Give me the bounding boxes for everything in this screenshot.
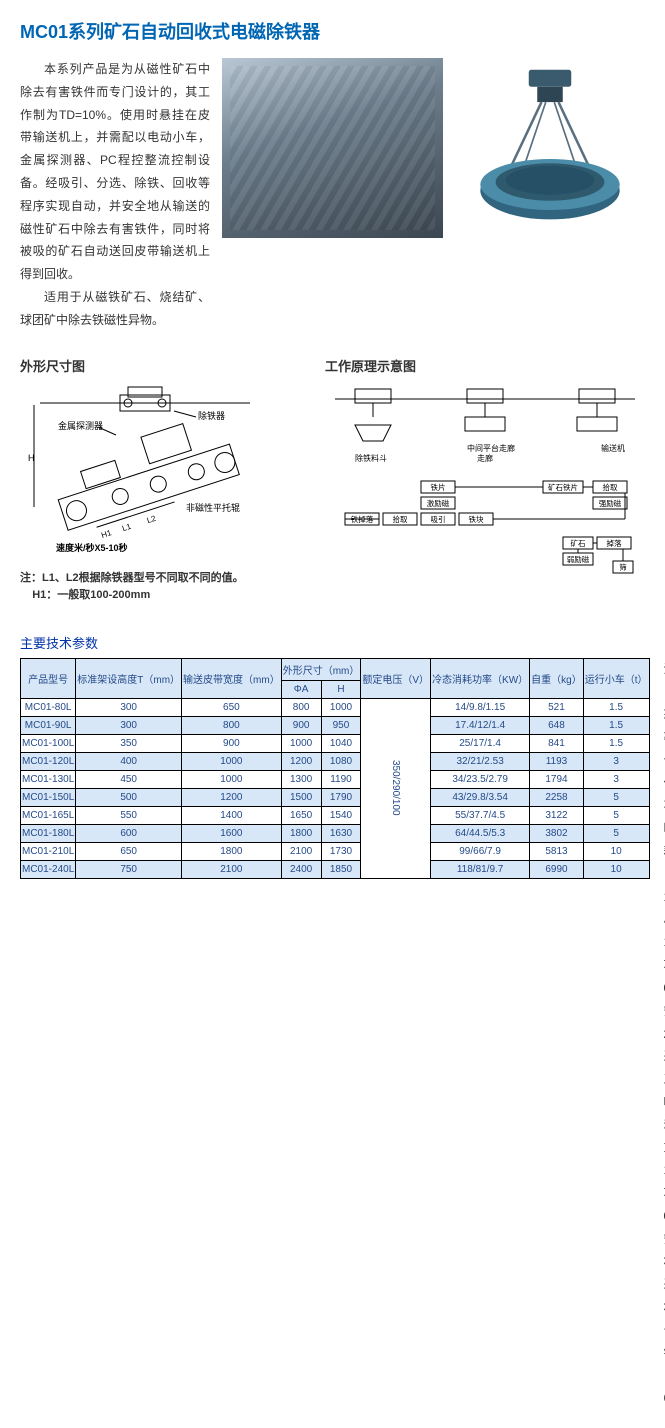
svg-text:强励磁: 强励磁: [599, 498, 622, 508]
spec-thead: 产品型号 标准架设高度T（mm） 输送皮带宽度（mm） 外形尺寸（mm） 额定电…: [21, 658, 650, 698]
table-row: MC01-130L45010001300119034/23.5/2.791794…: [21, 770, 650, 788]
dim-label-probe: 金属探测器: [58, 420, 103, 431]
svg-text:L2: L2: [146, 513, 158, 524]
table-row: MC01-150L50012001500179043/29.8/3.542258…: [21, 788, 650, 806]
svg-text:矿石铁片: 矿石铁片: [548, 482, 578, 492]
th-H: H: [321, 680, 361, 698]
product-photo: [455, 58, 645, 238]
svg-text:掉落: 掉落: [607, 538, 622, 548]
svg-text:激励磁: 激励磁: [427, 498, 450, 508]
magnet-icon: [465, 63, 635, 233]
dim-label-nonmag: 非磁性平托辊: [186, 502, 240, 513]
work-diagram-col: 工作原理示意图 除铁料斗 中间平台走廊 走廊 输送机 铁片: [325, 356, 645, 605]
svg-text:除铁料斗: 除铁料斗: [355, 453, 387, 463]
dim-note-l1: 注：L1、L2根据除铁器型号不同取不同的值。: [20, 572, 244, 584]
dim-label-remover: 除铁器: [198, 410, 225, 421]
table-row: MC01-90L30080090095017.4/12/1.46481.5: [21, 716, 650, 734]
intro-row: 本系列产品是为从磁性矿石中除去有害铁件而专门设计的，其工作制为TD=10%。使用…: [20, 58, 645, 332]
params-heading: 主要技术参数: [20, 633, 645, 652]
svg-text:筛: 筛: [619, 562, 627, 572]
svg-text:L1: L1: [121, 521, 133, 532]
dim-heading: 外形尺寸图: [20, 356, 285, 375]
svg-text:拾取: 拾取: [393, 514, 408, 524]
th-weight: 自重（kg）: [530, 658, 584, 698]
svg-text:铁片: 铁片: [431, 482, 446, 492]
th-height: 标准架设高度T（mm）: [76, 658, 182, 698]
svg-text:中间平台走廊: 中间平台走廊: [467, 443, 515, 453]
table-row: MC01-120L40010001200108032/21/2.5311933: [21, 752, 650, 770]
table-row: MC01-210L65018002100173099/66/7.9581310: [21, 842, 650, 860]
intro-text: 本系列产品是为从磁性矿石中除去有害铁件而专门设计的，其工作制为TD=10%。使用…: [20, 58, 210, 332]
th-belt: 输送皮带宽度（mm）: [182, 658, 282, 698]
dim-note: 注：L1、L2根据除铁器型号不同取不同的值。 H1：一般取100-200mm: [20, 570, 285, 605]
dim-note-l2: H1：一般取100-200mm: [32, 589, 150, 601]
th-car: 运行小车（t）: [583, 658, 649, 698]
th-model: 产品型号: [21, 658, 76, 698]
installation-photo: [222, 58, 443, 238]
th-power: 冷态消耗功率（KW）: [431, 658, 530, 698]
work-heading: 工作原理示意图: [325, 356, 645, 375]
volt-merged-cell: 350/290/100: [361, 698, 431, 878]
diagrams-row: 外形尺寸图 金属探测器 除铁器 H1 L1 L2: [20, 356, 645, 605]
params-row: 产品型号 标准架设高度T（mm） 输送皮带宽度（mm） 外形尺寸（mm） 额定电…: [20, 658, 645, 1410]
svg-text:铁块: 铁块: [469, 514, 484, 524]
work-diagram: 除铁料斗 中间平台走廊 走廊 输送机 铁片 激励磁 矿石铁片 拾取 强励磁 铁掉…: [325, 381, 645, 581]
th-volt: 额定电压（V）: [361, 658, 431, 698]
spec-tbody: MC01-80L3006508001000350/290/10014/9.8/1…: [21, 698, 650, 878]
dimension-diagram: 金属探测器 除铁器 H1 L1 L2 H 非磁性平托辊 速度米/秒X5-: [20, 381, 280, 561]
svg-text:输送机: 输送机: [601, 443, 625, 453]
intro-p1: 本系列产品是为从磁性矿石中除去有害铁件而专门设计的，其工作制为TD=10%。使用…: [20, 58, 210, 286]
page-title: MC01系列矿石自动回收式电磁除铁器: [20, 18, 645, 44]
svg-text:矿石: 矿石: [571, 538, 586, 548]
th-dims: 外形尺寸（mm）: [281, 658, 361, 680]
table-row: MC01-240L750210024001850118/81/9.7699010: [21, 860, 650, 878]
spec-table: 产品型号 标准架设高度T（mm） 输送皮带宽度（mm） 外形尺寸（mm） 额定电…: [20, 658, 650, 879]
svg-text:吸引: 吸引: [431, 515, 446, 524]
svg-text:H1: H1: [100, 528, 113, 540]
table-row: MC01-100L3509001000104025/17/1.48411.5: [21, 734, 650, 752]
table-row: MC01-165L55014001650154055/37.7/4.531225: [21, 806, 650, 824]
dimension-diagram-col: 外形尺寸图 金属探测器 除铁器 H1 L1 L2: [20, 356, 285, 605]
table-row: MC01-80L3006508001000350/290/10014/9.8/1…: [21, 698, 650, 716]
svg-text:走廊: 走廊: [477, 453, 493, 463]
svg-text:弱励磁: 弱励磁: [567, 554, 590, 564]
th-phiA: ΦA: [281, 680, 321, 698]
table-row: MC01-180L60016001800163064/44.5/5.338025: [21, 824, 650, 842]
svg-text:拾取: 拾取: [603, 482, 618, 492]
intro-p2: 适用于从磁铁矿石、烧结矿、球团矿中除去铁磁性异物。: [20, 286, 210, 332]
dim-label-speed: 速度米/秒X5-10秒: [56, 542, 128, 553]
